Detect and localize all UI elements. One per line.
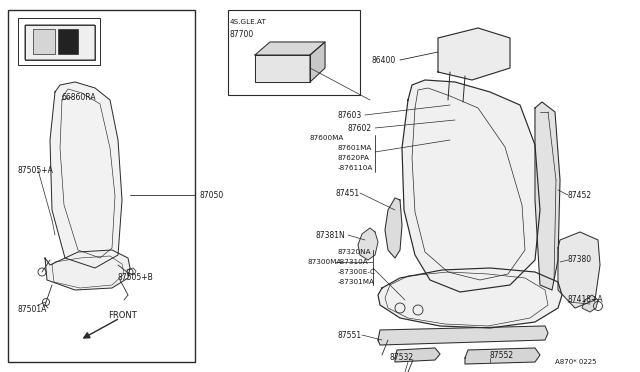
Text: -876110A: -876110A: [338, 165, 373, 171]
Text: 87600MA: 87600MA: [310, 135, 344, 141]
Text: 87532: 87532: [390, 353, 414, 362]
Polygon shape: [402, 80, 540, 292]
Polygon shape: [385, 198, 402, 258]
Text: 87505+B: 87505+B: [118, 273, 154, 282]
Polygon shape: [50, 82, 122, 268]
Text: 87452: 87452: [568, 190, 592, 199]
Polygon shape: [535, 102, 560, 290]
Text: 87418+A: 87418+A: [568, 295, 604, 305]
Text: 87552: 87552: [490, 350, 514, 359]
Text: -87300E-C: -87300E-C: [338, 269, 376, 275]
Text: 87505+A: 87505+A: [18, 166, 54, 174]
Text: 87320NA: 87320NA: [338, 249, 372, 255]
Text: 87602: 87602: [348, 124, 372, 132]
Polygon shape: [358, 228, 378, 260]
Polygon shape: [255, 42, 325, 55]
Text: 87381N: 87381N: [315, 231, 345, 240]
Text: 86400: 86400: [372, 55, 396, 64]
Text: 87380: 87380: [568, 256, 592, 264]
Text: FRONT: FRONT: [108, 311, 137, 320]
Polygon shape: [255, 55, 310, 82]
Text: 87050: 87050: [200, 190, 224, 199]
FancyBboxPatch shape: [25, 25, 95, 60]
Text: 87700: 87700: [230, 29, 254, 38]
Bar: [18, 18, 100, 65]
Bar: [58, 29, 78, 54]
Text: 87451: 87451: [335, 189, 359, 198]
Polygon shape: [310, 42, 325, 82]
Polygon shape: [438, 28, 510, 80]
Polygon shape: [395, 348, 440, 362]
Text: 87551: 87551: [338, 330, 362, 340]
Polygon shape: [45, 250, 130, 290]
Text: 87620PA: 87620PA: [338, 155, 370, 161]
Text: 87601MA: 87601MA: [338, 145, 372, 151]
Text: 87501A: 87501A: [18, 305, 47, 314]
Text: A870* 0225: A870* 0225: [555, 359, 596, 365]
Text: -87310A: -87310A: [338, 259, 369, 265]
Polygon shape: [378, 268, 562, 328]
Text: -87301MA: -87301MA: [338, 279, 375, 285]
Text: 87300MA: 87300MA: [308, 259, 342, 265]
Text: 66860RA: 66860RA: [62, 93, 97, 102]
Text: 87603: 87603: [338, 110, 362, 119]
Polygon shape: [582, 295, 598, 312]
Polygon shape: [378, 326, 548, 345]
Text: 4S.GLE.AT: 4S.GLE.AT: [230, 19, 267, 25]
Bar: [8, 10, 195, 362]
Bar: [228, 10, 360, 95]
Polygon shape: [465, 348, 540, 364]
Bar: [33, 29, 55, 54]
Polygon shape: [558, 232, 600, 308]
